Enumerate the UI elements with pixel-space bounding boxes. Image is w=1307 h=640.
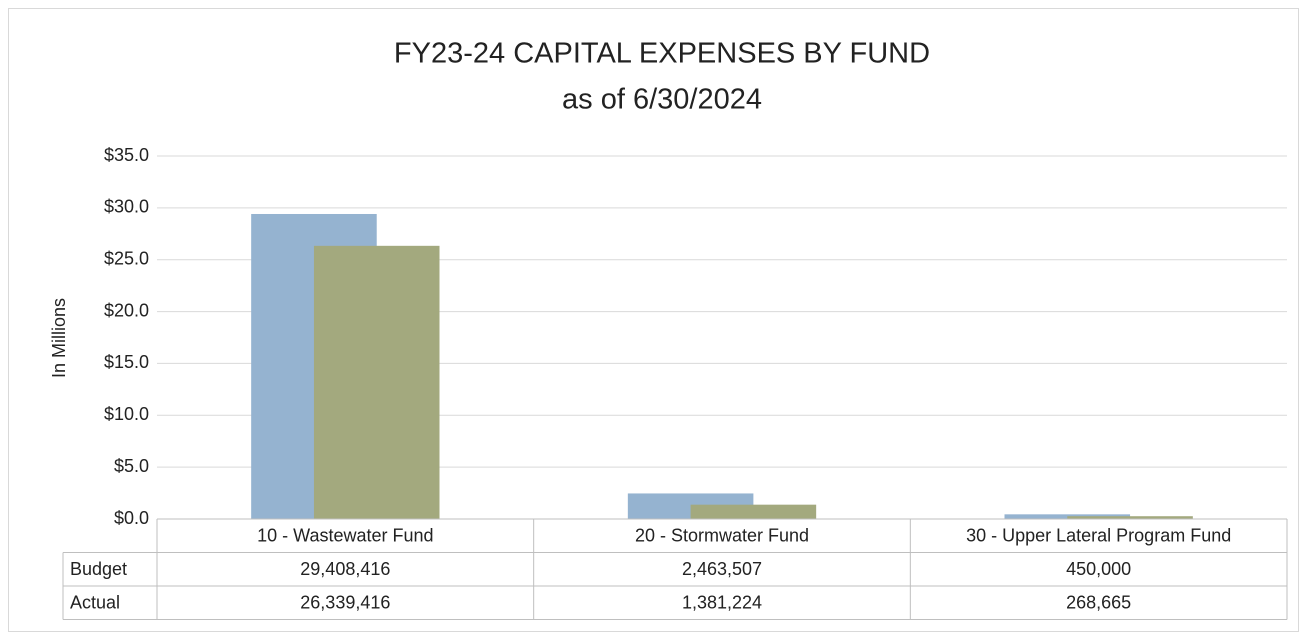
y-tick-label: $30.0 — [104, 197, 149, 217]
x-tick-label: 10 - Wastewater Fund — [257, 526, 433, 546]
chart-border — [8, 8, 1299, 632]
bar — [1067, 516, 1193, 519]
bar — [313, 245, 440, 519]
y-axis-label: In Millions — [49, 298, 69, 378]
x-tick-label: 30 - Upper Lateral Program Fund — [966, 526, 1231, 546]
data-label: 268,665 — [1066, 593, 1131, 613]
bar — [690, 504, 817, 519]
y-tick-label: $5.0 — [114, 456, 149, 476]
y-tick-label: $0.0 — [114, 508, 149, 528]
y-tick-label: $10.0 — [104, 404, 149, 424]
y-tick-label: $25.0 — [104, 248, 149, 268]
data-label: 29,408,416 — [300, 559, 390, 579]
x-tick-label: 20 - Stormwater Fund — [635, 526, 809, 546]
data-label: 26,339,416 — [300, 593, 390, 613]
y-tick-label: $15.0 — [104, 352, 149, 372]
legend-label: Budget — [70, 559, 127, 579]
chart-subtitle: as of 6/30/2024 — [562, 84, 762, 116]
chart-title: FY23-24 CAPITAL EXPENSES BY FUND — [394, 38, 930, 70]
legend-label: Actual — [70, 593, 120, 613]
data-label: 2,463,507 — [682, 559, 762, 579]
data-label: 450,000 — [1066, 559, 1131, 579]
data-label: 1,381,224 — [682, 593, 762, 613]
y-tick-label: $20.0 — [104, 300, 149, 320]
y-tick-label: $35.0 — [104, 145, 149, 165]
